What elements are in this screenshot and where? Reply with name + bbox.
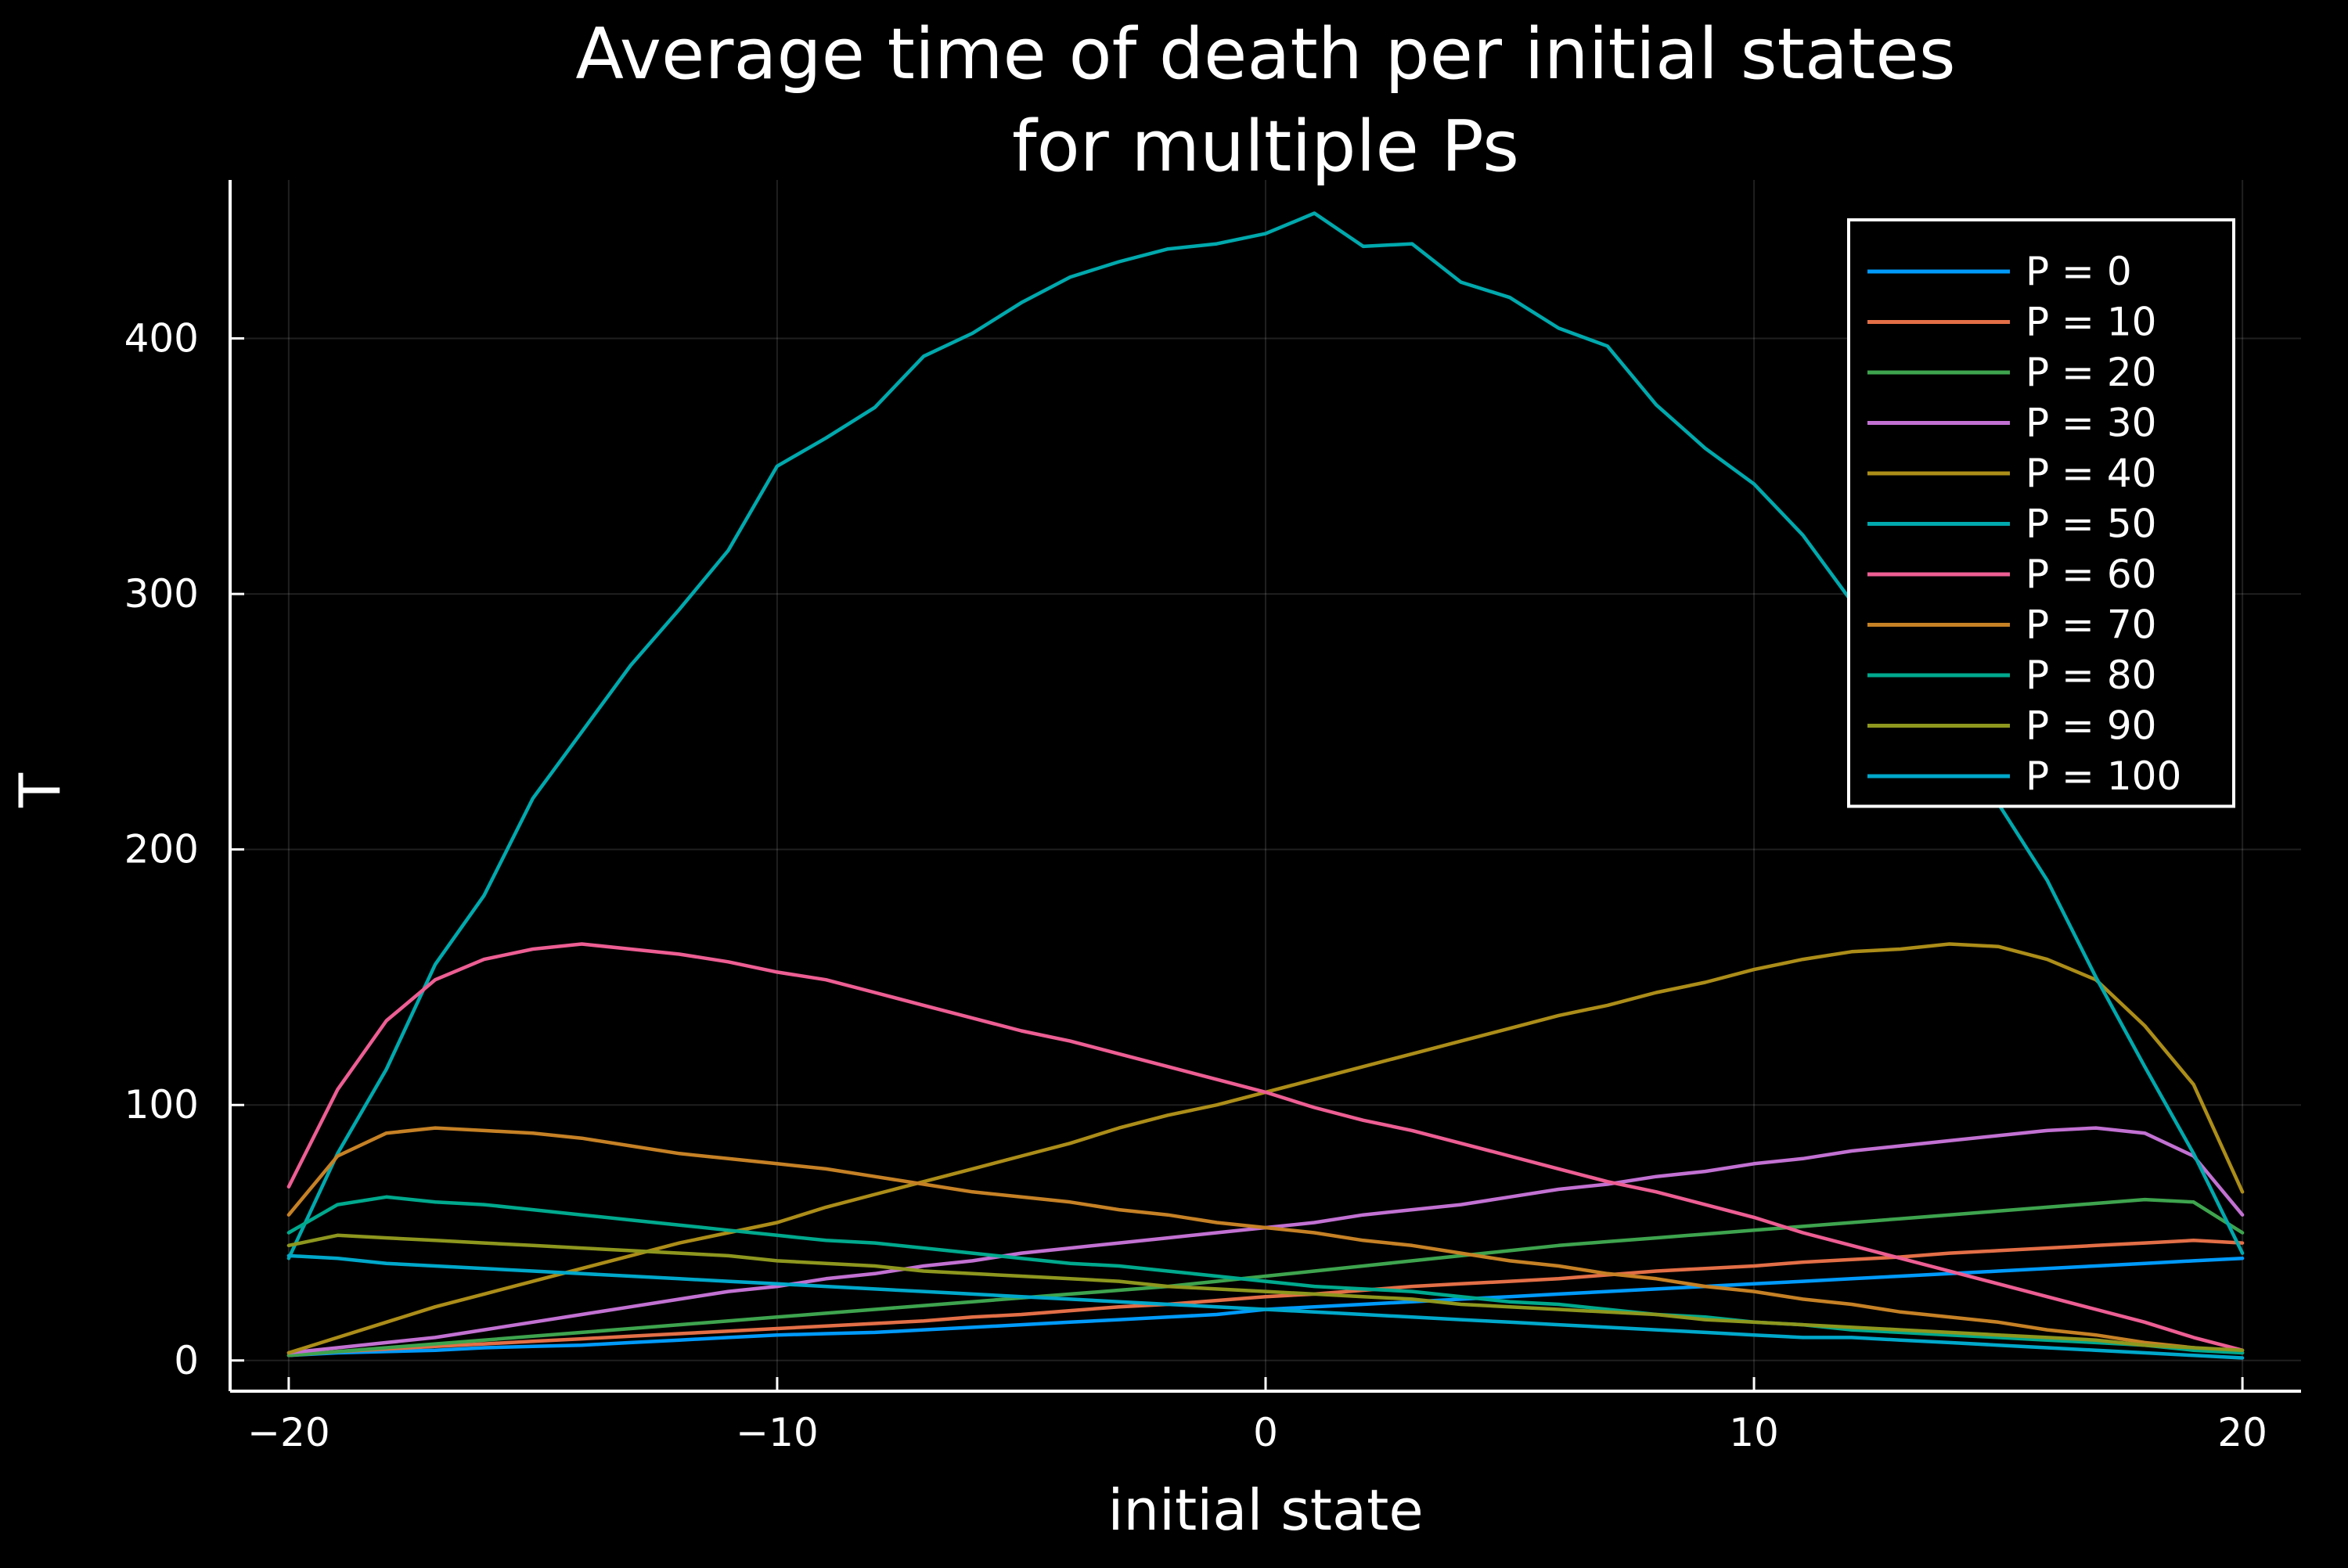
legend-label: P = 80 bbox=[2026, 653, 2156, 698]
legend-label: P = 20 bbox=[2026, 350, 2156, 395]
legend-label: P = 90 bbox=[2026, 703, 2156, 749]
x-axis-label: initial state bbox=[1107, 1477, 1423, 1543]
legend-label: P = 0 bbox=[2026, 249, 2132, 294]
legend-label: P = 10 bbox=[2026, 300, 2156, 345]
chart-title-line-1: Average time of death per initial states bbox=[575, 13, 1955, 95]
legend-label: P = 70 bbox=[2026, 602, 2156, 648]
y-tick-label: 0 bbox=[174, 1338, 199, 1383]
axes bbox=[229, 180, 2301, 1393]
x-tick-label: −20 bbox=[247, 1410, 330, 1455]
chart-title-line-2: for multiple Ps bbox=[1012, 106, 1519, 188]
x-tick-label: 20 bbox=[2217, 1410, 2267, 1455]
legend-label: P = 100 bbox=[2026, 753, 2181, 799]
legend-label: P = 50 bbox=[2026, 502, 2156, 547]
y-tick-label: 200 bbox=[124, 827, 199, 872]
legend-label: P = 30 bbox=[2026, 401, 2156, 446]
series-line bbox=[286, 1233, 2245, 1352]
y-tick-label: 300 bbox=[124, 571, 199, 617]
x-tick-label: −10 bbox=[736, 1410, 819, 1455]
x-tick-label: 10 bbox=[1729, 1410, 1779, 1455]
legend: P = 0 P = 10 P = 20 P = 30 P = 40 P = 50 P = 6… bbox=[1847, 218, 2235, 808]
y-tick-label: 100 bbox=[124, 1082, 199, 1127]
series-line bbox=[286, 1253, 2245, 1360]
series-line bbox=[286, 942, 2245, 1352]
series-line bbox=[286, 1197, 2245, 1358]
y-axis-label: T bbox=[7, 772, 73, 808]
legend-label: P = 40 bbox=[2026, 451, 2156, 496]
series-line bbox=[286, 1239, 2245, 1358]
legend-label: P = 60 bbox=[2026, 552, 2156, 597]
series-line bbox=[286, 1126, 2245, 1355]
y-tick-label: 400 bbox=[124, 315, 199, 361]
x-tick-label: 0 bbox=[1253, 1410, 1278, 1455]
series-line bbox=[286, 1195, 2245, 1355]
legend-box bbox=[1847, 218, 2235, 808]
series-lines bbox=[286, 211, 2245, 1360]
